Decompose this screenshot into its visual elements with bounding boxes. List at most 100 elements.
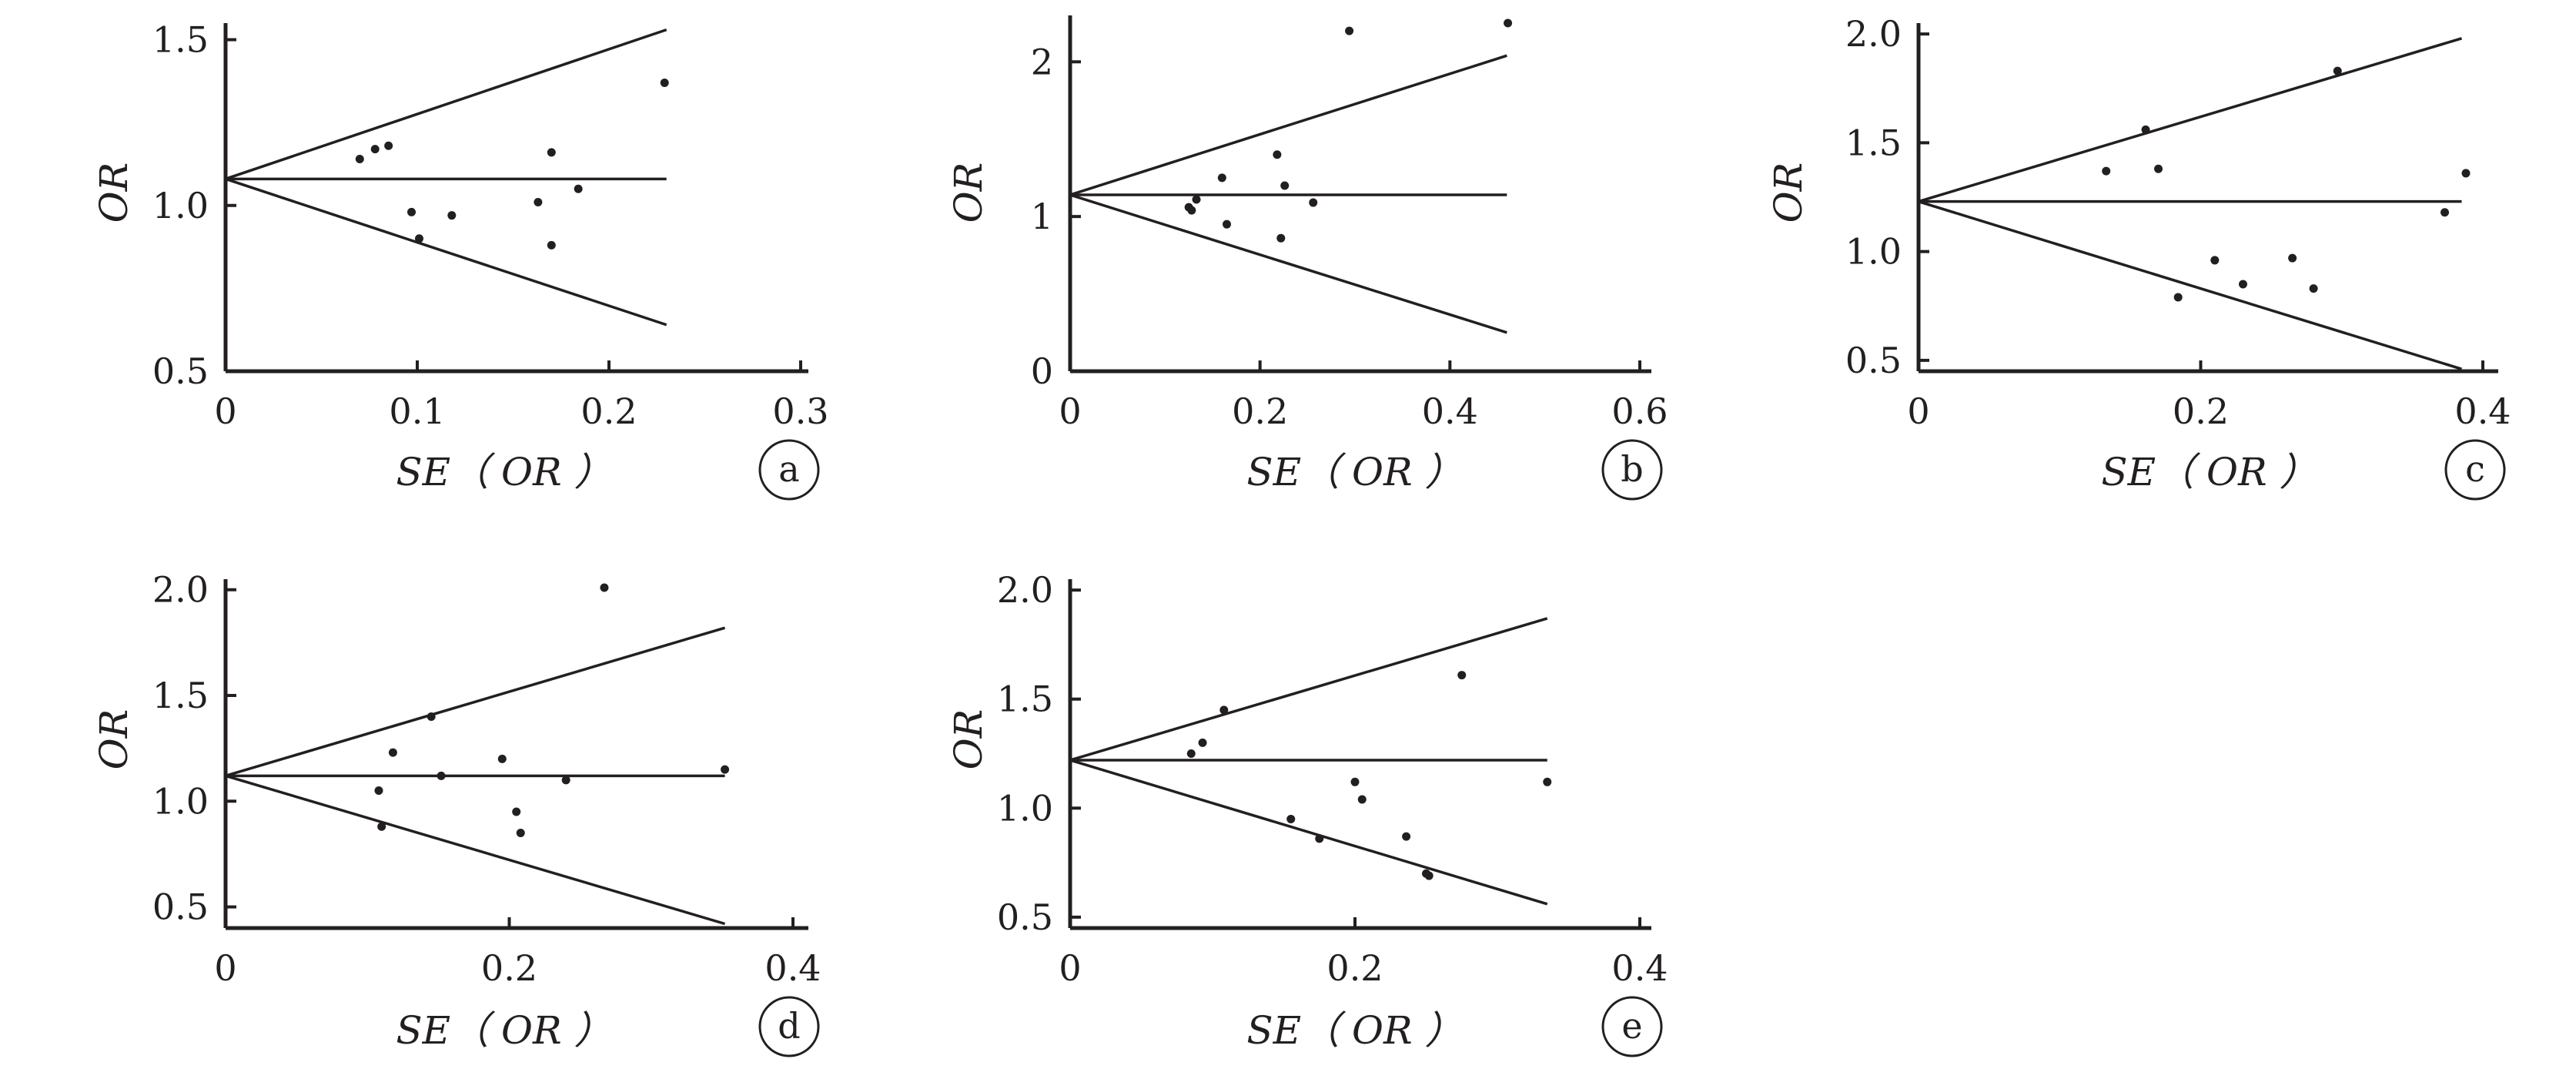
x-axis-title: SE（ OR ） <box>396 450 612 494</box>
x-tick-label: 0.2 <box>481 947 537 989</box>
study-point <box>1424 871 1434 880</box>
study-point <box>1457 671 1467 680</box>
funnel-lower-limit-line <box>1069 759 1548 906</box>
study-point <box>1345 26 1354 35</box>
study-point <box>2441 208 2450 217</box>
x-tick-label: 0 <box>1907 390 1929 432</box>
study-point <box>1543 777 1552 786</box>
funnel-upper-limit-line <box>1069 617 1548 762</box>
y-tick-label: 1.0 <box>152 780 209 822</box>
study-point <box>561 776 570 785</box>
funnel-lower-limit-line <box>1069 193 1507 334</box>
panel-label: b <box>1621 448 1643 490</box>
study-point <box>1357 795 1367 804</box>
study-point <box>414 234 423 243</box>
study-point <box>2333 66 2342 75</box>
panel-label-circle <box>758 996 820 1057</box>
study-point <box>2288 253 2297 263</box>
study-point <box>1186 749 1196 758</box>
funnel-plot-panel-d: 0.5 1.0 1.5 2.0 0 0.2 0.4 OR SE（ OR ） d <box>92 569 821 1057</box>
y-tick-label: 1.5 <box>152 675 209 716</box>
y-axis-title: OR <box>1766 163 1811 223</box>
funnel-plot-panel-a: 0.5 1.0 1.5 0 0.1 0.2 0.3 OR SE（ OR ） a <box>92 19 829 501</box>
study-point <box>497 754 507 763</box>
study-point <box>547 240 556 250</box>
funnel-plot-panel-b: 0 1 2 0 0.2 0.4 0.6 OR SE（ OR ） b <box>946 15 1668 501</box>
study-point <box>1286 814 1296 823</box>
study-point <box>355 154 364 163</box>
y-axis-title: OR <box>92 163 136 223</box>
y-tick-label: 0.5 <box>997 896 1053 938</box>
x-tick-label: 0 <box>1059 390 1081 432</box>
x-tick-label: 0.2 <box>1326 947 1383 989</box>
funnel-plot-panel-c: 0.5 1.0 1.5 2.0 0 0.2 0.4 OR SE（ OR ） c <box>1766 13 2511 501</box>
study-point <box>1504 18 1513 28</box>
study-point <box>370 145 380 154</box>
funnel-upper-limit-line <box>1918 37 2463 203</box>
study-point <box>660 78 669 87</box>
y-tick-label: 1.0 <box>1845 231 1902 273</box>
study-point <box>1217 173 1226 183</box>
study-point <box>547 148 556 157</box>
x-axis-title: SE（ OR ） <box>2101 450 2317 494</box>
study-point <box>1350 777 1360 786</box>
x-tick-label: 0.4 <box>764 947 821 989</box>
study-point <box>2154 164 2163 173</box>
y-tick-label: 1.5 <box>152 19 209 61</box>
y-tick-label: 0.5 <box>152 350 209 392</box>
study-point <box>1187 206 1196 215</box>
y-tick-label: 2 <box>1031 41 1053 82</box>
study-point <box>2173 293 2183 302</box>
y-tick-label: 2.0 <box>997 569 1053 611</box>
study-point <box>2238 280 2247 289</box>
study-point <box>1315 834 1324 843</box>
panel-label: e <box>1621 1005 1642 1047</box>
funnel-lower-limit-line <box>1918 199 2463 370</box>
study-point <box>2141 125 2150 134</box>
study-point <box>374 786 383 796</box>
y-tick-label: 1.0 <box>152 185 209 226</box>
y-tick-label: 0.5 <box>1845 340 1902 381</box>
x-tick-label: 0.6 <box>1611 390 1668 432</box>
study-point <box>600 583 609 592</box>
study-point <box>1402 832 1411 841</box>
study-point <box>1280 181 1290 190</box>
funnel-lower-limit-line <box>225 774 726 926</box>
x-tick-label: 0 <box>214 947 236 989</box>
study-point <box>377 822 386 831</box>
y-tick-label: 2.0 <box>152 569 209 611</box>
panel-label: d <box>778 1005 800 1047</box>
funnel-upper-limit-line <box>225 28 667 180</box>
study-point <box>388 748 397 757</box>
x-axis-title: SE（ OR ） <box>1246 450 1463 494</box>
y-tick-label: 1 <box>1031 196 1053 237</box>
x-tick-label: 0.4 <box>1422 390 1478 432</box>
funnel-lower-limit-line <box>225 177 667 327</box>
x-tick-label: 0.4 <box>2454 390 2511 432</box>
x-tick-label: 0.1 <box>389 390 445 432</box>
panel-label-circle <box>1601 996 1663 1057</box>
panel-label-circle <box>758 439 820 501</box>
study-point <box>1273 150 1282 159</box>
study-point <box>2210 256 2220 265</box>
study-point <box>1192 195 1201 204</box>
funnel-plot-panel-e: 0.5 1.0 1.5 2.0 0 0.2 0.4 OR SE（ OR ） e <box>946 569 1668 1057</box>
study-point <box>2461 169 2471 178</box>
funnel-upper-limit-line <box>1069 54 1507 196</box>
study-point <box>407 207 417 216</box>
study-point <box>534 197 543 206</box>
study-point <box>516 828 525 837</box>
funnel-upper-limit-line <box>225 626 726 778</box>
panel-label: c <box>2465 448 2485 490</box>
panel-label-circle <box>2444 439 2506 501</box>
x-tick-label: 0.2 <box>1232 390 1288 432</box>
study-point <box>512 807 521 816</box>
study-point <box>427 712 436 721</box>
y-axis-title: OR <box>92 709 136 770</box>
y-axis-title: OR <box>946 163 991 223</box>
study-point <box>574 184 583 193</box>
x-tick-label: 0 <box>214 390 236 432</box>
study-point <box>721 765 730 774</box>
x-tick-label: 0 <box>1059 947 1081 989</box>
